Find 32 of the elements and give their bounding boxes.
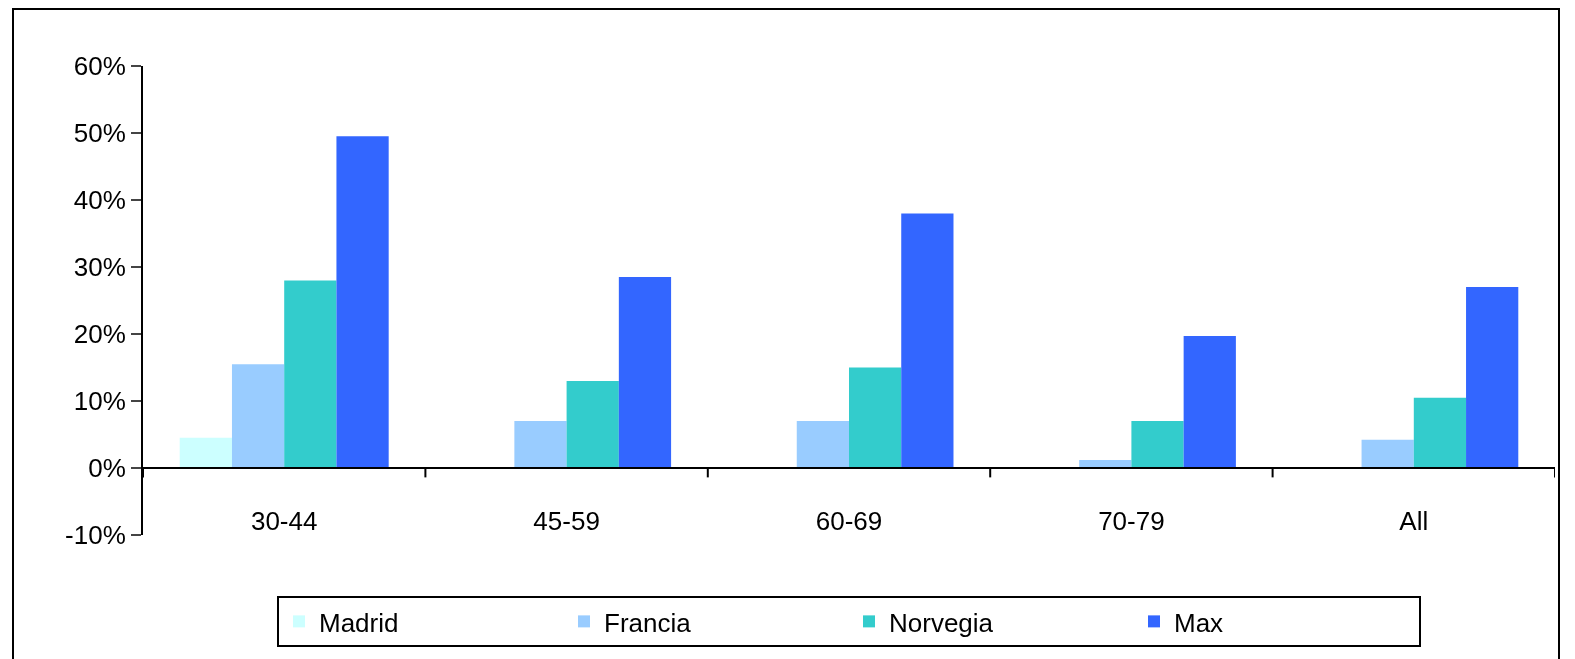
bar bbox=[1413, 397, 1467, 468]
bar bbox=[901, 213, 954, 468]
y-tick-label: 60% bbox=[73, 51, 126, 82]
y-tick-label: 50% bbox=[73, 118, 126, 149]
y-tick-label: 0% bbox=[88, 453, 126, 484]
x-tick-label: 30-44 bbox=[250, 506, 318, 537]
bar bbox=[849, 367, 902, 468]
legend-label: Madrid bbox=[319, 607, 399, 638]
bar bbox=[1183, 336, 1236, 468]
x-tick-label: All bbox=[1399, 506, 1429, 537]
legend-label: Max bbox=[1174, 607, 1224, 638]
bar bbox=[514, 421, 567, 468]
bar bbox=[1361, 439, 1414, 468]
bar bbox=[1466, 287, 1519, 468]
bar bbox=[336, 136, 389, 468]
x-tick-label: 70-79 bbox=[1098, 506, 1165, 537]
bar bbox=[179, 437, 232, 468]
y-tick-label: 30% bbox=[73, 252, 126, 283]
x-tick-label: 45-59 bbox=[533, 506, 600, 537]
y-tick-label: 20% bbox=[73, 319, 126, 350]
bar bbox=[231, 364, 285, 468]
bar bbox=[796, 421, 849, 468]
legend-label: Norvegia bbox=[889, 607, 994, 638]
y-tick-label: 40% bbox=[73, 185, 126, 216]
y-tick-label: 10% bbox=[73, 386, 126, 417]
bar bbox=[566, 380, 619, 468]
y-tick-label: -10% bbox=[65, 520, 126, 551]
x-tick-label: 60-69 bbox=[815, 506, 883, 537]
bar bbox=[618, 277, 672, 468]
bar bbox=[1131, 421, 1184, 468]
legend-label: Francia bbox=[604, 607, 692, 638]
bar bbox=[284, 280, 337, 468]
